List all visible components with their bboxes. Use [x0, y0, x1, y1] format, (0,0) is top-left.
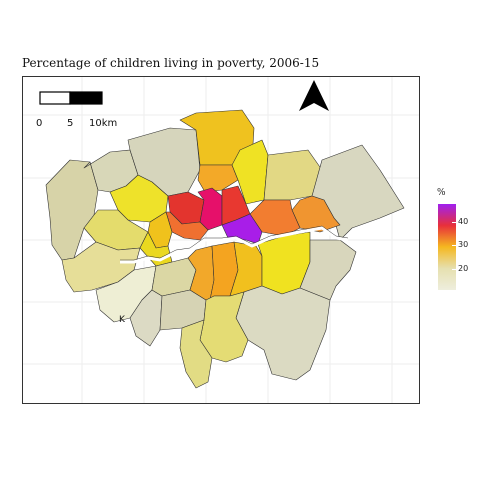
map-title: Percentage of children living in poverty… — [22, 56, 320, 70]
legend-tick-40: 40 — [458, 217, 469, 226]
legend-tick-30: 30 — [458, 240, 469, 249]
legend-tick-mark-20 — [452, 269, 456, 270]
borough-newham — [249, 199, 301, 237]
legend-title: % — [437, 188, 446, 198]
scale-label-5: 5 — [67, 118, 74, 129]
scale-label-0: 0 — [36, 118, 43, 129]
legend-tick-mark-30 — [452, 245, 456, 246]
scale-label-10km: 10km — [89, 118, 118, 129]
borough-waltham-forest — [231, 139, 269, 205]
north-arrow-icon — [299, 80, 329, 111]
label-k: K — [119, 315, 125, 325]
borough-hillingdon — [45, 159, 99, 261]
borough-sutton — [179, 319, 213, 389]
river-thames-banks — [120, 225, 349, 261]
borough-westminster — [165, 211, 209, 241]
scale-bar — [39, 91, 103, 105]
legend-tick-mark-40 — [452, 222, 456, 223]
borough-islington — [197, 187, 223, 231]
legend-colorbar — [438, 204, 456, 290]
legend-tick-20: 20 — [458, 264, 469, 273]
borough-bromley — [235, 285, 331, 381]
borough-bexley — [299, 239, 357, 301]
river-thames — [120, 226, 349, 264]
borough-barking — [291, 195, 341, 233]
